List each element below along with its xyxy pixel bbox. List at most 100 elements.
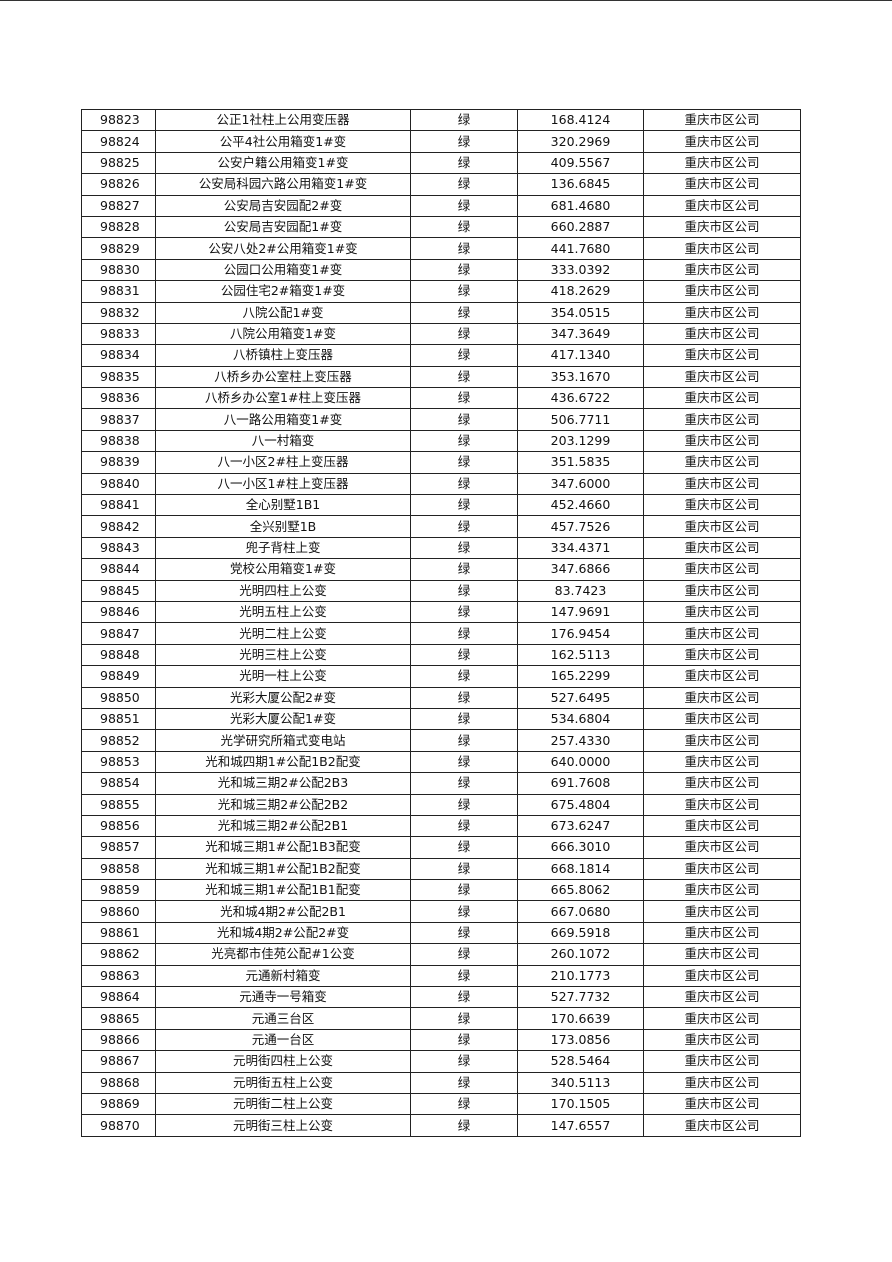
table-row: 98850 光彩大厦公配2#变绿 527.6495 重庆市区公司 [81, 686, 801, 709]
value-cell: 669.5918 [517, 921, 644, 945]
company-cell: 重庆市区公司 [643, 258, 801, 282]
value-cell: 353.1670 [517, 365, 644, 389]
row-id-cell: 98845 [81, 579, 156, 602]
value-cell: 441.7680 [517, 237, 644, 260]
row-id-cell: 98849 [81, 665, 156, 688]
company-cell: 重庆市区公司 [643, 215, 801, 239]
row-id-cell: 98848 [81, 643, 156, 667]
company-cell: 重庆市区公司 [643, 622, 801, 645]
company-cell: 重庆市区公司 [643, 686, 801, 709]
status-cell: 绿 [410, 344, 518, 367]
company-cell: 重庆市区公司 [643, 857, 801, 881]
row-id-cell: 98839 [81, 451, 156, 474]
company-cell: 重庆市区公司 [643, 515, 801, 538]
row-id-cell: 98863 [81, 964, 156, 988]
table-row: 98834 八桥镇柱上变压器绿 417.1340 重庆市区公司 [81, 344, 801, 367]
station-name-cell: 光明三柱上公变 [155, 643, 411, 667]
table-row: 98862 光亮都市佳苑公配#1公变绿 260.1072 重庆市区公司 [81, 943, 801, 966]
station-name-cell: 公园住宅2#箱变1#变 [155, 280, 411, 303]
value-cell: 666.3010 [517, 836, 644, 859]
company-cell: 重庆市区公司 [643, 558, 801, 581]
table-row: 98845 光明四柱上公变绿 83.7423 重庆市区公司 [81, 579, 801, 602]
value-cell: 147.9691 [517, 600, 644, 624]
row-id-cell: 98843 [81, 536, 156, 560]
status-cell: 绿 [410, 814, 518, 838]
row-id-cell: 98869 [81, 1092, 156, 1116]
row-id-cell: 98866 [81, 1028, 156, 1052]
company-cell: 重庆市区公司 [643, 280, 801, 303]
row-id-cell: 98844 [81, 558, 156, 581]
value-cell: 534.6804 [517, 707, 644, 731]
value-cell: 334.4371 [517, 536, 644, 560]
status-cell: 绿 [410, 665, 518, 688]
status-cell: 绿 [410, 322, 518, 346]
company-cell: 重庆市区公司 [643, 130, 801, 153]
station-name-cell: 元明街二柱上公变 [155, 1092, 411, 1116]
company-cell: 重庆市区公司 [643, 194, 801, 217]
status-cell: 绿 [410, 986, 518, 1009]
table-row: 98835 八桥乡办公室柱上变压器绿 353.1670 重庆市区公司 [81, 365, 801, 389]
company-cell: 重庆市区公司 [643, 237, 801, 260]
status-cell: 绿 [410, 622, 518, 645]
station-name-cell: 元通三台区 [155, 1007, 411, 1030]
value-cell: 640.0000 [517, 750, 644, 774]
status-cell: 绿 [410, 194, 518, 217]
status-cell: 绿 [410, 1071, 518, 1094]
status-cell: 绿 [410, 151, 518, 175]
company-cell: 重庆市区公司 [643, 943, 801, 966]
company-cell: 重庆市区公司 [643, 151, 801, 175]
row-id-cell: 98854 [81, 772, 156, 795]
table-row: 98839 八一小区2#柱上变压器绿 351.5835 重庆市区公司 [81, 451, 801, 474]
table-row: 98841 全心别墅1B1 绿 452.4660 重庆市区公司 [81, 494, 801, 517]
value-cell: 347.6866 [517, 558, 644, 581]
table-row: 98864 元通寺一号箱变绿 527.7732 重庆市区公司 [81, 986, 801, 1009]
station-name-cell: 元通新村箱变 [155, 964, 411, 988]
row-id-cell: 98833 [81, 322, 156, 346]
table-row: 98830 公园口公用箱变1#变绿 333.0392 重庆市区公司 [81, 258, 801, 282]
station-name-cell: 光学研究所箱式变电站 [155, 729, 411, 752]
company-cell: 重庆市区公司 [643, 1071, 801, 1094]
row-id-cell: 98836 [81, 387, 156, 410]
company-cell: 重庆市区公司 [643, 472, 801, 496]
table-row: 98861 光和城4期2#公配2#变绿 669.5918 重庆市区公司 [81, 921, 801, 945]
value-cell: 681.4680 [517, 194, 644, 217]
table-row: 98826 公安局科园六路公用箱变1#变绿 136.6845 重庆市区公司 [81, 173, 801, 196]
value-cell: 173.0856 [517, 1028, 644, 1052]
value-cell: 320.2969 [517, 130, 644, 153]
value-cell: 165.2299 [517, 665, 644, 688]
value-cell: 417.1340 [517, 344, 644, 367]
station-name-cell: 全兴别墅1B [155, 515, 411, 538]
table-row: 98828 公安局吉安园配1#变绿 660.2887 重庆市区公司 [81, 215, 801, 239]
company-cell: 重庆市区公司 [643, 344, 801, 367]
company-cell: 重庆市区公司 [643, 814, 801, 838]
table-row: 98829 公安八处2#公用箱变1#变绿 441.7680 重庆市区公司 [81, 237, 801, 260]
company-cell: 重庆市区公司 [643, 729, 801, 752]
company-cell: 重庆市区公司 [643, 964, 801, 988]
table-row: 98852 光学研究所箱式变电站绿 257.4330 重庆市区公司 [81, 729, 801, 752]
status-cell: 绿 [410, 215, 518, 239]
row-id-cell: 98864 [81, 986, 156, 1009]
status-cell: 绿 [410, 108, 518, 132]
table-body: 98823 公正1社柱上公用变压器绿 168.4124 重庆市区公司 98824 公平4社… [81, 108, 801, 1137]
row-id-cell: 98858 [81, 857, 156, 881]
value-cell: 660.2887 [517, 215, 644, 239]
table-row: 98849 光明一柱上公变绿 165.2299 重庆市区公司 [81, 665, 801, 688]
status-cell: 绿 [410, 494, 518, 517]
value-cell: 418.2629 [517, 280, 644, 303]
row-id-cell: 98823 [81, 108, 156, 132]
station-name-cell: 光和城四期1#公配1B2配变 [155, 750, 411, 774]
row-id-cell: 98855 [81, 793, 156, 816]
row-id-cell: 98868 [81, 1071, 156, 1094]
status-cell: 绿 [410, 365, 518, 389]
status-cell: 绿 [410, 173, 518, 196]
station-name-cell: 八院公用箱变1#变 [155, 322, 411, 346]
station-name-cell: 元通一台区 [155, 1028, 411, 1052]
value-cell: 351.5835 [517, 451, 644, 474]
value-cell: 691.7608 [517, 772, 644, 795]
station-name-cell: 党校公用箱变1#变 [155, 558, 411, 581]
status-cell: 绿 [410, 408, 518, 431]
table-row: 98853 光和城四期1#公配1B2配变绿 640.0000 重庆市区公司 [81, 750, 801, 774]
table-row: 98833 八院公用箱变1#变绿 347.3649 重庆市区公司 [81, 322, 801, 346]
value-cell: 333.0392 [517, 258, 644, 282]
company-cell: 重庆市区公司 [643, 1114, 801, 1137]
